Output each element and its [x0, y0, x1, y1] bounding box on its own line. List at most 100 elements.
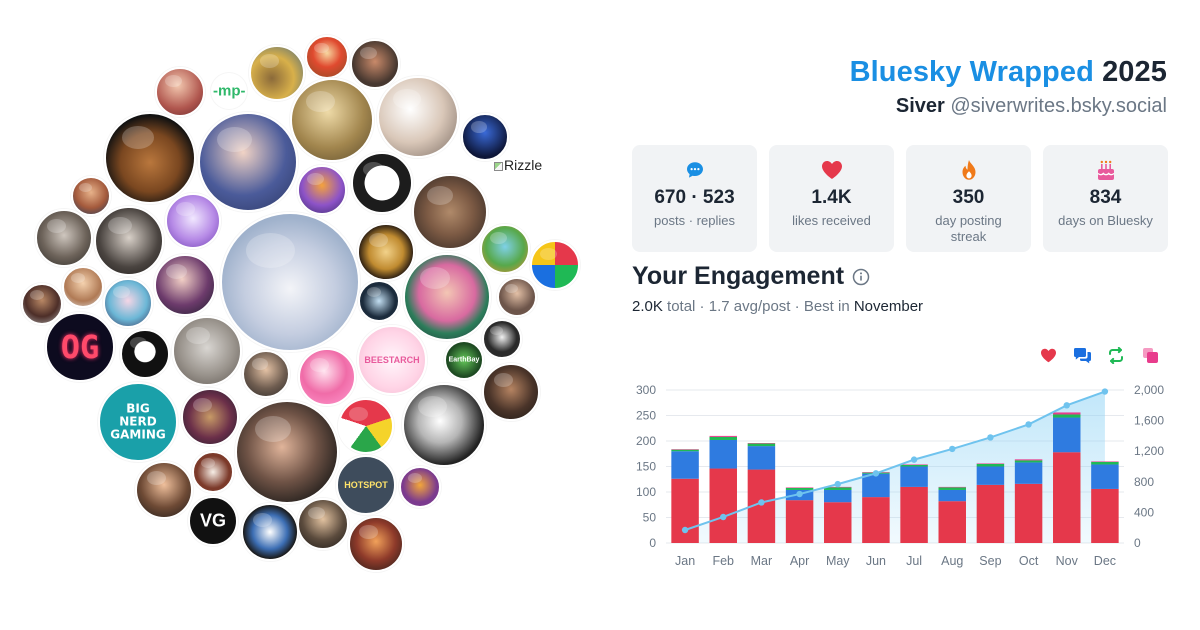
bar-segment: [1014, 483, 1043, 543]
avatar: [482, 363, 540, 421]
bar-segment: [1053, 452, 1081, 543]
y-tick-label-right: 800: [1134, 475, 1154, 489]
engagement-best-month: November: [853, 298, 924, 315]
bar-segment: [1091, 461, 1119, 465]
avatar: -mp-: [211, 73, 247, 109]
bar-segment: [938, 487, 966, 490]
avatar: [21, 283, 63, 325]
avatar: [338, 398, 394, 454]
avatar: [297, 498, 349, 550]
bar-segment: [862, 473, 890, 498]
avatar: [358, 280, 400, 322]
x-tick-label: May: [826, 554, 850, 568]
flame-icon: [906, 159, 1031, 181]
avatar: [71, 176, 111, 216]
avatar: [165, 193, 221, 249]
avatar: [235, 400, 339, 504]
x-tick-label: Dec: [1094, 554, 1116, 568]
x-tick-label: Nov: [1056, 554, 1079, 568]
stat-label: days on Bluesky: [1058, 213, 1153, 228]
repost-icon[interactable]: [1106, 345, 1126, 365]
avatar: [412, 174, 488, 250]
x-tick-label: Sep: [979, 554, 1001, 568]
stat-card-days: 834 days on Bluesky: [1043, 145, 1168, 252]
avatar: [377, 76, 459, 158]
avatar: [298, 348, 356, 406]
cumulative-point: [758, 499, 765, 506]
avatar: [461, 113, 509, 161]
avatar-badge-text: BEESTARCH: [364, 355, 420, 365]
avatar: BIG NERD GAMING: [98, 382, 178, 462]
avatar: [242, 350, 290, 398]
stat-label: posts · replies: [654, 213, 735, 228]
avatar: [241, 503, 299, 561]
reply-icon[interactable]: [1072, 345, 1092, 365]
bar-segment: [976, 484, 1005, 543]
bar-segment: [976, 466, 1005, 485]
chat-bubble-icon: [632, 159, 757, 181]
bar-segment: [709, 435, 737, 437]
avatar-badge-text: OG: [60, 328, 100, 366]
avatar: [290, 78, 374, 162]
year-label: 2025: [1102, 56, 1167, 88]
avatar: [297, 165, 347, 215]
bar-segment: [785, 500, 814, 543]
avatar: OG: [45, 312, 115, 382]
cumulative-point: [681, 526, 689, 534]
avatar: [62, 266, 104, 308]
x-tick-label: Jun: [866, 554, 886, 568]
bar-segment: [976, 463, 1005, 467]
bar-segment: [709, 436, 737, 440]
avatar: [480, 224, 530, 274]
avatar-badge-text: HOTSPOT: [344, 480, 388, 490]
avatar: [135, 461, 193, 519]
bar-segment: [824, 487, 852, 490]
info-icon[interactable]: [852, 268, 870, 286]
bar-segment: [709, 439, 737, 469]
avatar: [530, 240, 580, 290]
bar-segment: [938, 486, 966, 488]
brand-title: Bluesky Wrapped: [849, 56, 1094, 88]
cumulative-point: [796, 490, 803, 498]
avatar: BEESTARCH: [357, 325, 427, 395]
bar-segment: [747, 443, 776, 447]
x-tick-label: Jan: [675, 554, 695, 568]
stat-label: likes received: [792, 213, 871, 228]
bar-segment: [1053, 412, 1081, 415]
heart-icon[interactable]: [1038, 345, 1058, 365]
avatar: [350, 39, 400, 89]
stat-value: 350: [952, 187, 985, 208]
avatar: VG: [188, 496, 238, 546]
bar-segment: [1091, 464, 1119, 489]
cumulative-point: [1101, 388, 1109, 395]
quote-icon[interactable]: [1140, 345, 1160, 365]
avatar-badge-text: -mp-: [213, 82, 246, 100]
stat-card-likes: 1.4K likes received: [769, 145, 894, 252]
avatar: [403, 253, 491, 341]
avatar: [305, 35, 349, 79]
user-identity: Siver @siverwrites.bsky.social: [896, 95, 1167, 118]
engagement-best-prefix: Best in: [803, 298, 850, 315]
x-tick-label: Feb: [712, 554, 734, 568]
engagement-summary: 2.0K total · 1.7 avg/post · Best in Nove…: [632, 298, 924, 315]
cumulative-point: [720, 513, 727, 521]
cumulative-point: [949, 445, 956, 453]
engagement-chart: 0 50 100 150 200 250 300 0 400 800 1,200 1,600 2,000…: [636, 383, 1164, 568]
x-tick-label: Mar: [751, 554, 773, 568]
bar-segment: [1091, 488, 1119, 543]
x-tick-label: Apr: [790, 554, 809, 568]
bar-segment: [976, 463, 1005, 464]
avatar: [198, 112, 298, 212]
bar-segment: [747, 443, 776, 444]
bar-segment: [671, 478, 699, 543]
bar-segment: [1091, 461, 1119, 462]
y-tick-label-left: 200: [636, 434, 656, 448]
avatar: [120, 329, 170, 379]
bar-segment: [1014, 460, 1043, 463]
avatar: [399, 466, 441, 508]
avatar: [348, 516, 404, 572]
bar-segment: [938, 489, 966, 502]
x-tick-label: Oct: [1019, 554, 1039, 568]
avatar: [192, 451, 234, 493]
cumulative-point: [1063, 402, 1070, 409]
